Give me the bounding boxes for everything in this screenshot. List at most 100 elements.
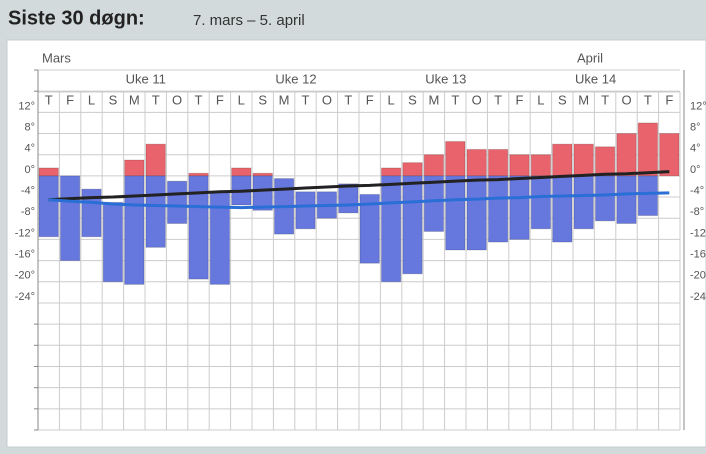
day-label: L xyxy=(387,92,394,107)
day-label: F xyxy=(216,92,224,107)
bar xyxy=(338,183,359,214)
bar xyxy=(59,175,81,262)
bar xyxy=(487,148,509,177)
bar xyxy=(166,180,188,225)
bar xyxy=(145,175,166,248)
day-label: M xyxy=(129,92,140,107)
day-label: O xyxy=(621,92,631,107)
bar xyxy=(445,175,466,251)
day-label: L xyxy=(88,92,95,107)
y-tick-label: 12° xyxy=(18,100,35,112)
day-label: S xyxy=(558,92,567,107)
day-label: M xyxy=(578,92,589,107)
week-label: Uke 14 xyxy=(575,71,616,86)
day-label: T xyxy=(195,92,203,107)
bar xyxy=(38,175,59,238)
y-tick-label: 8° xyxy=(24,121,35,133)
y-tick-label: -8° xyxy=(21,206,35,218)
chart-title: Siste 30 døgn: xyxy=(8,7,145,29)
day-label: T xyxy=(45,92,53,107)
bar xyxy=(487,175,509,243)
y2-tick-label: 12° xyxy=(690,100,706,112)
bar xyxy=(552,175,573,243)
y2-tick-label: -12° xyxy=(690,227,706,239)
normal-line xyxy=(48,191,670,210)
week-label: Uke 12 xyxy=(275,71,316,86)
bar xyxy=(466,148,487,177)
y2-tick-label: -16° xyxy=(690,248,706,260)
day-label: S xyxy=(258,92,267,107)
bar xyxy=(552,143,573,177)
bar xyxy=(659,133,680,177)
y2-tick-label: -8° xyxy=(690,206,704,218)
y-tick-label: -20° xyxy=(15,270,35,282)
bar xyxy=(594,146,616,177)
y2-tick-label: -20° xyxy=(690,270,706,282)
y-tick-label: 0° xyxy=(24,164,35,176)
day-label: F xyxy=(66,92,74,107)
bar xyxy=(380,167,402,177)
day-label: T xyxy=(152,92,160,107)
week-label: Uke 13 xyxy=(425,71,466,86)
bar xyxy=(231,167,252,177)
day-label: L xyxy=(537,92,544,107)
bar xyxy=(530,175,552,230)
bar xyxy=(402,162,423,177)
bar xyxy=(573,175,594,230)
bar xyxy=(445,140,466,177)
y-tick-label: 4° xyxy=(24,143,35,155)
day-label: F xyxy=(516,92,524,107)
day-label: O xyxy=(322,92,332,107)
y2-tick-label: 0° xyxy=(690,164,701,176)
day-label: M xyxy=(428,92,439,107)
month-label: April xyxy=(577,50,603,65)
y-tick-label: -12° xyxy=(15,227,35,239)
bar xyxy=(509,175,530,240)
bar xyxy=(102,201,124,283)
month-label: Mars xyxy=(42,50,71,65)
bar xyxy=(295,191,316,230)
bar xyxy=(637,122,659,177)
bar xyxy=(124,175,145,285)
bar xyxy=(616,133,637,177)
day-label: S xyxy=(408,92,417,107)
y2-tick-label: -4° xyxy=(690,185,704,197)
y-tick-label: -4° xyxy=(21,185,35,197)
day-label: F xyxy=(366,92,374,107)
y2-tick-label: -24° xyxy=(690,291,706,303)
day-label: T xyxy=(451,92,459,107)
day-label: O xyxy=(172,92,182,107)
bar xyxy=(423,154,445,177)
bar xyxy=(145,143,166,177)
bar xyxy=(380,175,402,283)
bar xyxy=(466,175,487,251)
bar xyxy=(423,175,445,232)
bar xyxy=(530,154,552,177)
day-label: L xyxy=(238,92,245,107)
y2-tick-label: 8° xyxy=(690,121,701,133)
bar xyxy=(188,175,209,280)
normal-line xyxy=(48,170,670,202)
day-label: M xyxy=(279,92,290,107)
week-label: Uke 11 xyxy=(126,71,166,86)
day-label: T xyxy=(644,92,652,107)
bar xyxy=(252,175,273,211)
day-label: O xyxy=(472,92,482,107)
bar xyxy=(594,175,616,222)
day-label: T xyxy=(494,92,502,107)
bar xyxy=(124,159,145,177)
y-tick-label: -24° xyxy=(15,291,35,303)
day-label: S xyxy=(109,92,118,107)
day-label: T xyxy=(302,92,310,107)
day-label: T xyxy=(601,92,609,107)
bar xyxy=(402,175,423,275)
bar xyxy=(573,143,594,177)
bar xyxy=(38,167,59,177)
bar xyxy=(359,193,380,264)
bar xyxy=(509,154,530,177)
day-label: F xyxy=(665,92,673,107)
y2-tick-label: 4° xyxy=(690,143,701,155)
bar xyxy=(637,175,659,217)
